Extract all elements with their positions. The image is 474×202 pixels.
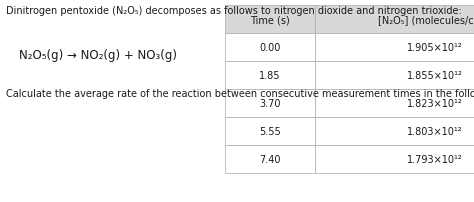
Bar: [225, 90, 315, 118]
Bar: [315, 90, 474, 118]
Bar: [225, 6, 315, 34]
Text: 7.40: 7.40: [259, 154, 281, 164]
Text: 1.823×10¹²: 1.823×10¹²: [407, 99, 463, 109]
Bar: [315, 118, 474, 145]
Text: Time (s): Time (s): [250, 15, 290, 25]
Bar: [315, 62, 474, 90]
Text: 5.55: 5.55: [259, 126, 281, 137]
Bar: [225, 62, 315, 90]
Text: 1.905×10¹²: 1.905×10¹²: [407, 43, 463, 53]
Text: 1.855×10¹²: 1.855×10¹²: [407, 71, 463, 81]
Text: 1.803×10¹²: 1.803×10¹²: [407, 126, 463, 137]
Bar: [225, 145, 315, 173]
Bar: [225, 118, 315, 145]
Text: N₂O₅(g) → NO₂(g) + NO₃(g): N₂O₅(g) → NO₂(g) + NO₃(g): [19, 48, 177, 61]
Bar: [315, 145, 474, 173]
Text: 1.85: 1.85: [259, 71, 281, 81]
Text: 0.00: 0.00: [259, 43, 281, 53]
Text: Calculate the average rate of the reaction between consecutive measurement times: Calculate the average rate of the reacti…: [6, 89, 474, 99]
Text: 3.70: 3.70: [259, 99, 281, 109]
Bar: [315, 6, 474, 34]
Bar: [315, 34, 474, 62]
Bar: [225, 34, 315, 62]
Text: 1.793×10¹²: 1.793×10¹²: [407, 154, 463, 164]
Text: [N₂O₅] (molecules/cm³): [N₂O₅] (molecules/cm³): [378, 15, 474, 25]
Text: Dinitrogen pentoxide (N₂O₅) decomposes as follows to nitrogen dioxide and nitrog: Dinitrogen pentoxide (N₂O₅) decomposes a…: [6, 6, 461, 16]
